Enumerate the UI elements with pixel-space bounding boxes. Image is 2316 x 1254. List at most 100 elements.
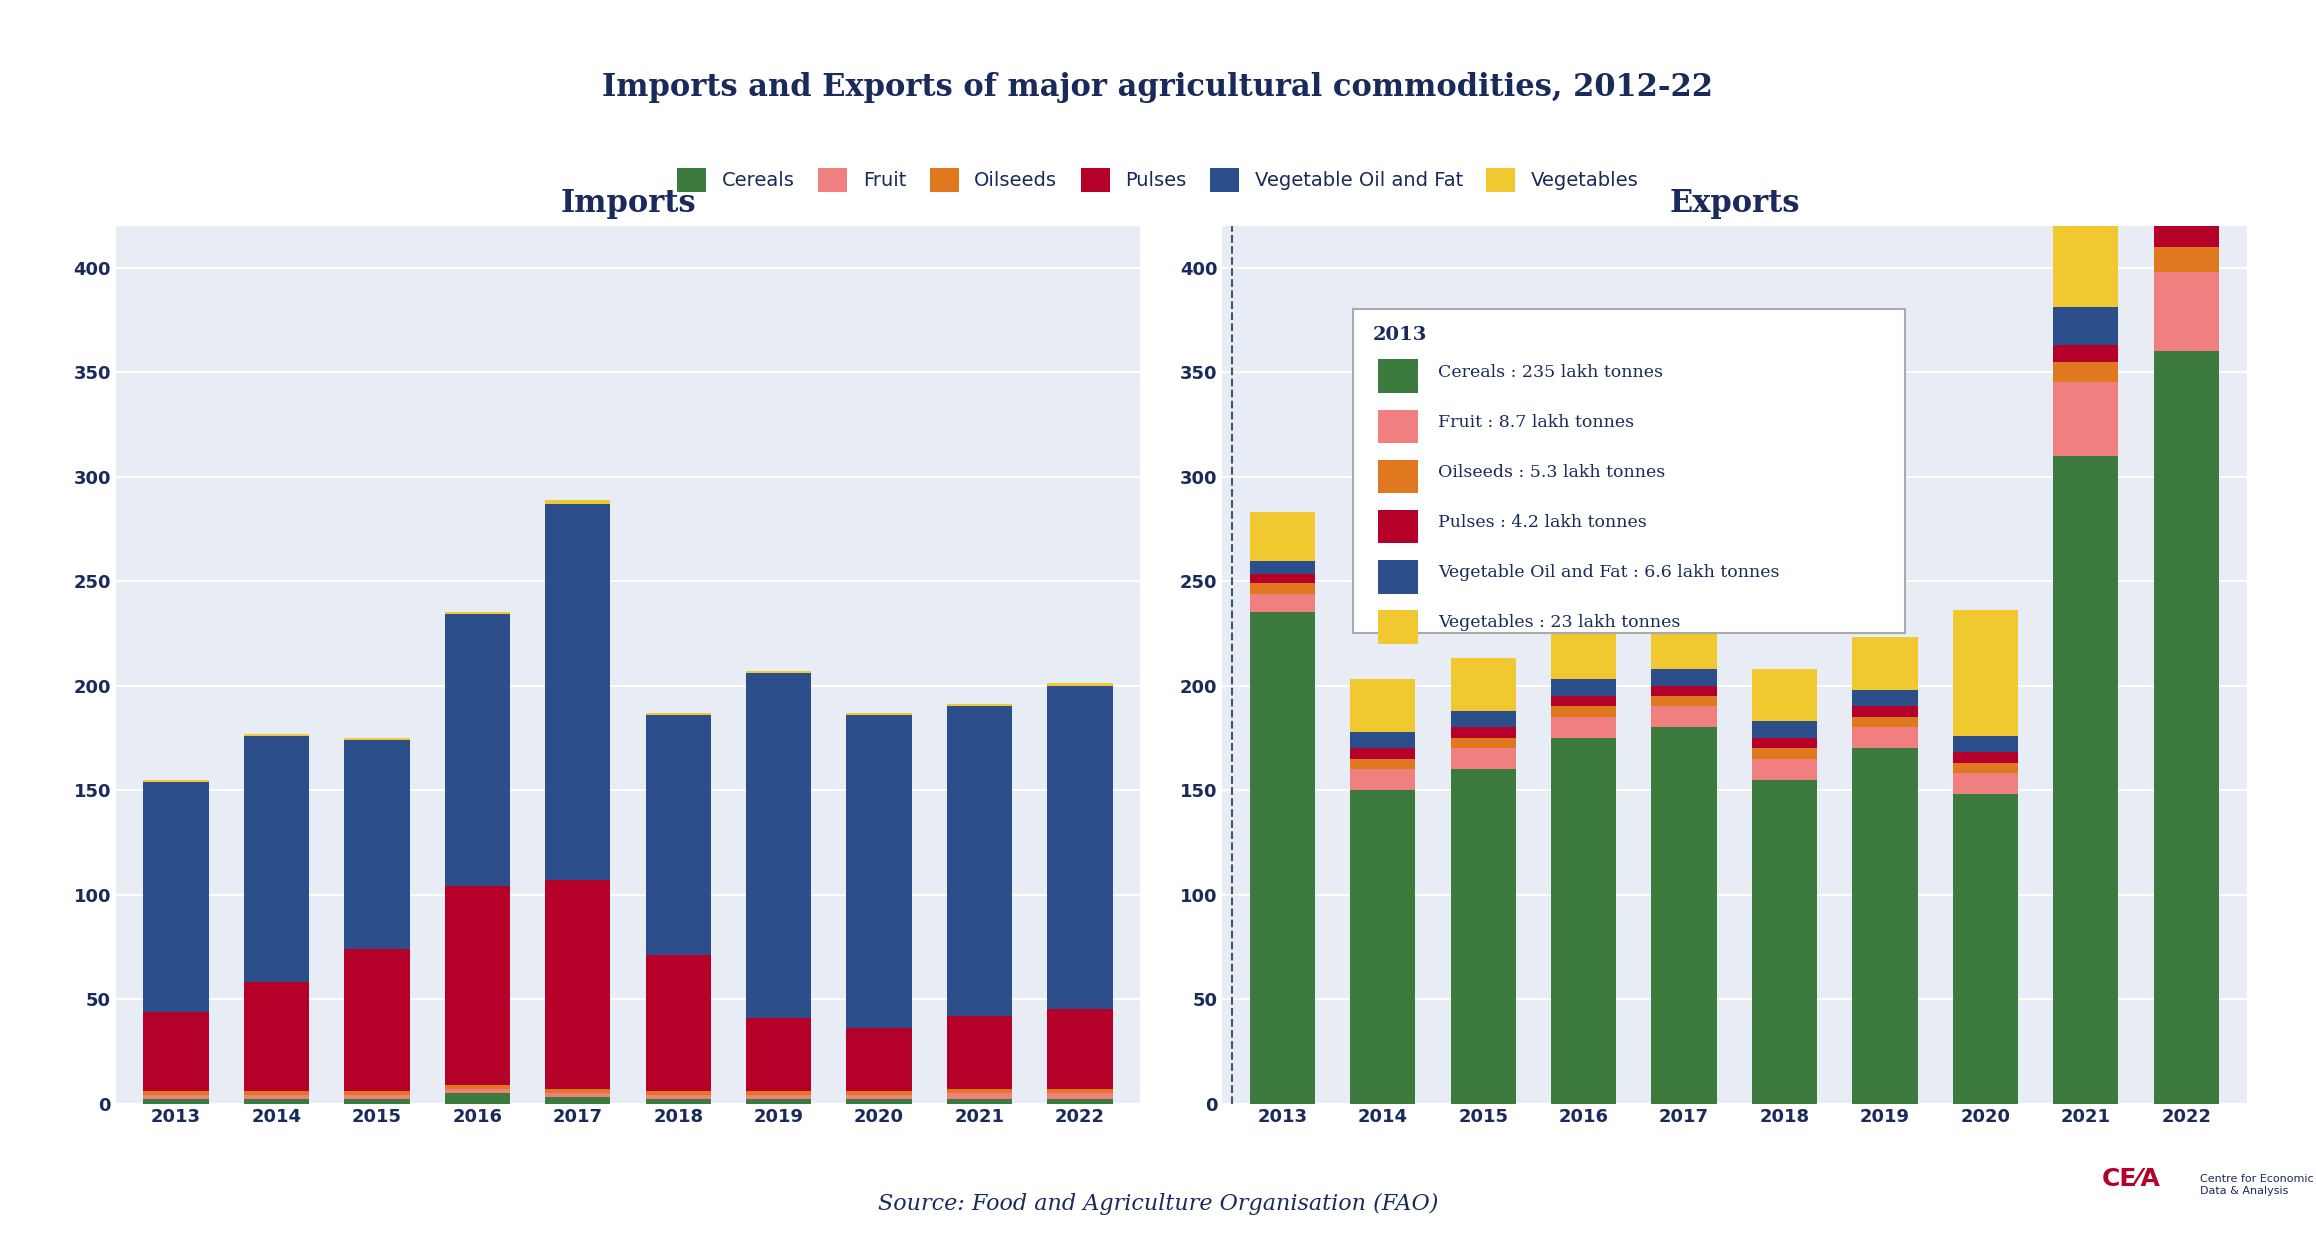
Title: Exports: Exports [1670,188,1800,219]
Bar [243,1095,308,1100]
Bar [845,1028,913,1091]
Bar [1651,706,1716,727]
Bar [646,1100,711,1104]
Text: Vegetables : 23 lakh tonnes: Vegetables : 23 lakh tonnes [1438,614,1681,631]
Bar [1047,1088,1112,1093]
Bar [845,1091,913,1095]
Bar [243,1091,308,1095]
Bar [1651,686,1716,696]
Text: Pulses : 4.2 lakh tonnes: Pulses : 4.2 lakh tonnes [1438,514,1647,530]
Bar [1952,611,2017,736]
Text: Source: Food and Agriculture Organisation (FAO): Source: Food and Agriculture Organisatio… [878,1193,1438,1215]
Bar [1251,583,1315,594]
Bar [646,956,711,1091]
Bar [345,949,410,1091]
Bar [1047,686,1112,1009]
Text: Imports and Exports of major agricultural commodities, 2012-22: Imports and Exports of major agricultura… [602,73,1714,103]
Bar [2154,247,2219,272]
Bar [1552,627,1617,680]
Text: Cereals : 235 lakh tonnes: Cereals : 235 lakh tonnes [1438,364,1663,380]
Bar [2154,48,2219,184]
Bar [746,1100,811,1104]
Bar [2054,192,2119,307]
Bar [947,706,1012,1016]
Bar [746,671,811,673]
Bar [144,1012,208,1091]
Bar [646,1095,711,1100]
Bar [845,712,913,715]
Bar [947,1088,1012,1093]
Bar [1853,717,1918,727]
Bar [144,1091,208,1095]
Bar [1853,637,1918,690]
Bar [445,614,510,887]
Bar [544,499,611,504]
Bar [1251,574,1315,583]
Bar [1853,706,1918,717]
Bar [1751,759,1818,780]
Bar [1450,727,1517,737]
Bar [144,1095,208,1100]
Bar [2154,272,2219,351]
Bar [1751,749,1818,759]
Bar [1952,736,2017,752]
FancyBboxPatch shape [1378,611,1417,643]
Bar [1552,717,1617,737]
Bar [1651,696,1716,706]
Bar [445,887,510,1085]
Bar [243,982,308,1091]
Text: 2013: 2013 [1373,326,1427,344]
Bar [345,1100,410,1104]
FancyBboxPatch shape [1378,360,1417,393]
Bar [1251,561,1315,574]
Bar [1853,727,1918,749]
Bar [845,1095,913,1100]
Bar [544,504,611,880]
Bar [1751,721,1818,737]
Title: Imports: Imports [560,188,695,219]
Bar [1552,706,1617,717]
Bar [544,1088,611,1093]
Bar [746,1018,811,1091]
Bar [1853,690,1918,706]
Text: Vegetable Oil and Fat : 6.6 lakh tonnes: Vegetable Oil and Fat : 6.6 lakh tonnes [1438,564,1779,581]
FancyBboxPatch shape [1378,561,1417,593]
Bar [2054,345,2119,361]
Bar [1047,1093,1112,1100]
Bar [947,1100,1012,1104]
Bar [1450,737,1517,749]
Bar [2054,382,2119,455]
Bar [1350,769,1415,790]
Bar [2154,226,2219,247]
Bar [1651,727,1716,1104]
Bar [345,740,410,949]
Bar [1251,612,1315,1104]
Bar [144,780,208,781]
Bar [646,712,711,715]
Bar [1047,1100,1112,1104]
Bar [1552,680,1617,696]
Bar [1952,794,2017,1104]
Legend: Cereals, Fruit, Oilseeds, Pulses, Vegetable Oil and Fat, Vegetables: Cereals, Fruit, Oilseeds, Pulses, Vegeta… [669,161,1647,199]
Bar [144,1100,208,1104]
Bar [2054,455,2119,1104]
Bar [746,1095,811,1100]
Bar [1552,696,1617,706]
Bar [445,1085,510,1088]
FancyBboxPatch shape [1378,460,1417,493]
Bar [544,880,611,1088]
Bar [345,1091,410,1095]
Bar [445,612,510,614]
Bar [1450,769,1517,1104]
Bar [1952,762,2017,774]
Bar [345,737,410,740]
Bar [1751,780,1818,1104]
Bar [2054,361,2119,382]
Bar [746,1091,811,1095]
Bar [1450,711,1517,727]
Bar [1450,749,1517,769]
Bar [2154,184,2219,226]
Bar [1952,752,2017,762]
Bar [947,1093,1012,1100]
Bar [646,715,711,956]
